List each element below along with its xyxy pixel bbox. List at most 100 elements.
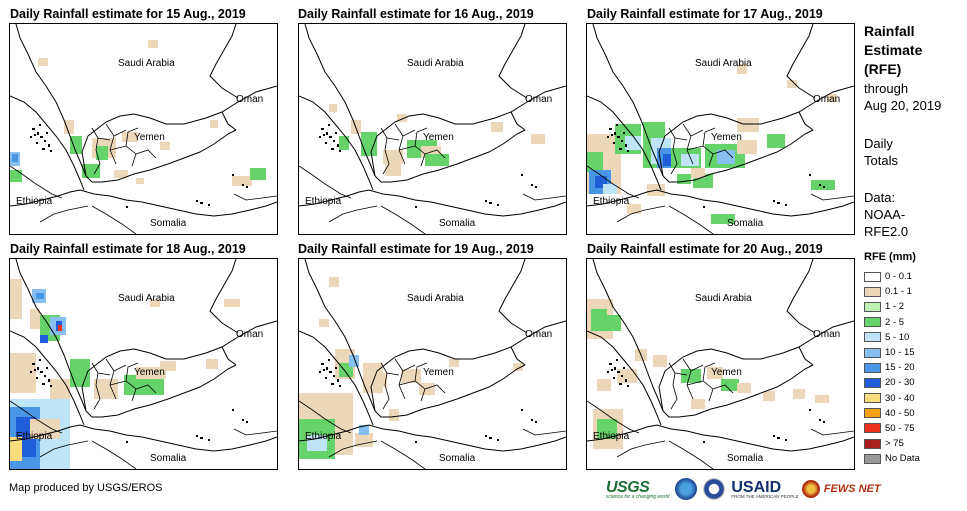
rainfall-cell bbox=[30, 419, 60, 439]
legend-item: 30 - 40 bbox=[864, 391, 920, 406]
legend-item: 2 - 5 bbox=[864, 315, 920, 330]
legend: 0 - 0.1 0.1 - 1 1 - 2 2 - 5 5 - 10 10 - 15 15 … bbox=[864, 269, 920, 466]
panel-title-1: Daily Rainfall estimate for 15 Aug., 201… bbox=[10, 7, 246, 21]
svg-text:Oman: Oman bbox=[236, 94, 263, 105]
rainfall-cell bbox=[597, 419, 617, 439]
legend-label: 0 - 0.1 bbox=[885, 271, 912, 283]
legend-label: 15 - 20 bbox=[885, 362, 915, 374]
svg-text:Ethiopia: Ethiopia bbox=[305, 196, 342, 207]
legend-item: 1 - 2 bbox=[864, 299, 920, 314]
rainfall-cell bbox=[10, 170, 22, 182]
fews-emblem-icon bbox=[801, 480, 820, 498]
rainfall-cell bbox=[122, 132, 138, 142]
rainfall-cell bbox=[136, 367, 166, 379]
rainfall-cell bbox=[491, 122, 503, 132]
rainfall-cell bbox=[50, 379, 70, 399]
base-map: Saudi Arabia Oman Yemen Ethiopia Somalia bbox=[299, 24, 566, 234]
rainfall-layer bbox=[587, 299, 829, 449]
rainfall-cell bbox=[355, 433, 373, 447]
usgs-logo: USGS science for a changing world bbox=[606, 478, 670, 500]
legend-swatch bbox=[864, 438, 881, 449]
rainfall-cell bbox=[96, 146, 108, 160]
panel-title-4: Daily Rainfall estimate for 18 Aug., 201… bbox=[10, 242, 246, 256]
rainfall-cell bbox=[681, 369, 701, 383]
legend-swatch bbox=[864, 453, 881, 464]
legend-label: 40 - 50 bbox=[885, 407, 915, 419]
rainfall-cell bbox=[64, 120, 74, 134]
side-daily-totals: Daily Totals bbox=[864, 136, 898, 168]
rainfall-cell bbox=[36, 293, 44, 299]
rainfall-cell bbox=[329, 277, 339, 287]
rainfall-cell bbox=[160, 142, 170, 150]
usaid-logo: USAID FROM THE AMERICAN PEOPLE bbox=[731, 479, 799, 499]
legend-item: 15 - 20 bbox=[864, 360, 920, 375]
rainfall-cell bbox=[717, 150, 735, 164]
rainfall-cell bbox=[707, 367, 723, 379]
rainfall-cell bbox=[767, 134, 785, 148]
svg-text:Yemen: Yemen bbox=[711, 132, 742, 143]
legend-swatch bbox=[864, 362, 881, 373]
rainfall-cell bbox=[319, 319, 329, 327]
rainfall-cell bbox=[150, 299, 160, 307]
rainfall-cell bbox=[385, 164, 401, 176]
rainfall-cell bbox=[82, 164, 100, 178]
legend-item: No Data bbox=[864, 451, 920, 466]
svg-text:Oman: Oman bbox=[525, 329, 552, 340]
svg-text:Ethiopia: Ethiopia bbox=[16, 431, 53, 442]
svg-text:Ethiopia: Ethiopia bbox=[305, 431, 342, 442]
rainfall-cell bbox=[827, 94, 837, 102]
fewsnet-logo: FEWS NET bbox=[823, 483, 881, 495]
svg-text:Yemen: Yemen bbox=[423, 132, 454, 143]
legend-label: 50 - 75 bbox=[885, 422, 915, 434]
svg-text:Saudi Arabia: Saudi Arabia bbox=[695, 293, 752, 304]
rainfall-cell bbox=[349, 355, 359, 367]
legend-item: > 75 bbox=[864, 436, 920, 451]
rainfall-cell bbox=[30, 309, 40, 329]
rainfall-cell bbox=[811, 180, 835, 190]
rainfall-map-17aug: Saudi Arabia Oman Yemen Ethiopia Somalia bbox=[586, 23, 855, 235]
rainfall-cell bbox=[359, 425, 369, 435]
svg-text:Yemen: Yemen bbox=[134, 367, 165, 378]
rainfall-cell bbox=[617, 369, 637, 383]
rainfall-cell bbox=[389, 409, 399, 421]
legend-swatch bbox=[864, 271, 881, 282]
legend-item: 40 - 50 bbox=[864, 406, 920, 421]
rainfall-cell bbox=[206, 359, 218, 369]
panel-title-2: Daily Rainfall estimate for 16 Aug., 201… bbox=[298, 7, 534, 21]
rainfall-cell bbox=[691, 168, 705, 178]
footer-credit: Map produced by USGS/EROS bbox=[9, 482, 163, 494]
legend-swatch bbox=[864, 301, 881, 312]
rainfall-cell bbox=[94, 379, 118, 399]
rainfall-cell bbox=[224, 299, 240, 307]
rainfall-cell bbox=[677, 174, 691, 184]
svg-text:Somalia: Somalia bbox=[727, 218, 764, 229]
side-through: through Aug 20, 2019 bbox=[864, 81, 942, 113]
base-map: Saudi Arabia Oman Yemen Ethiopia Somalia bbox=[587, 24, 854, 234]
rainfall-cell bbox=[12, 154, 18, 162]
rainfall-layer bbox=[299, 277, 523, 459]
svg-text:Yemen: Yemen bbox=[711, 367, 742, 378]
base-map: Saudi Arabia Oman Yemen Ethiopia Somalia bbox=[10, 259, 277, 469]
rainfall-cell bbox=[627, 204, 641, 214]
legend-label: 2 - 5 bbox=[885, 316, 905, 328]
svg-text:Ethiopia: Ethiopia bbox=[593, 431, 630, 442]
rainfall-cell bbox=[136, 178, 144, 184]
legend-swatch bbox=[864, 408, 881, 419]
map-svg: Saudi Arabia Oman Yemen Ethiopia Somalia bbox=[587, 24, 854, 234]
rainfall-map-15aug: Saudi Arabia Oman Yemen Ethiopia Somalia bbox=[9, 23, 278, 235]
rainfall-cell bbox=[653, 355, 667, 367]
rainfall-cell bbox=[815, 395, 829, 403]
rainfall-cell bbox=[607, 315, 621, 331]
legend-item: 0 - 0.1 bbox=[864, 269, 920, 284]
legend-label: 10 - 15 bbox=[885, 347, 915, 359]
rainfall-layer bbox=[587, 64, 837, 224]
rainfall-cell bbox=[603, 184, 617, 194]
rainfall-cell bbox=[401, 369, 421, 383]
side-data-source: Data: NOAA- RFE2.0 bbox=[864, 190, 909, 239]
rainfall-cell bbox=[58, 325, 62, 331]
legend-item: 0.1 - 1 bbox=[864, 284, 920, 299]
map-svg: Saudi Arabia Oman Yemen Ethiopia Somalia bbox=[299, 24, 566, 234]
svg-text:Somalia: Somalia bbox=[727, 453, 764, 464]
svg-text:Saudi Arabia: Saudi Arabia bbox=[407, 58, 464, 69]
rainfall-cell bbox=[10, 437, 22, 461]
